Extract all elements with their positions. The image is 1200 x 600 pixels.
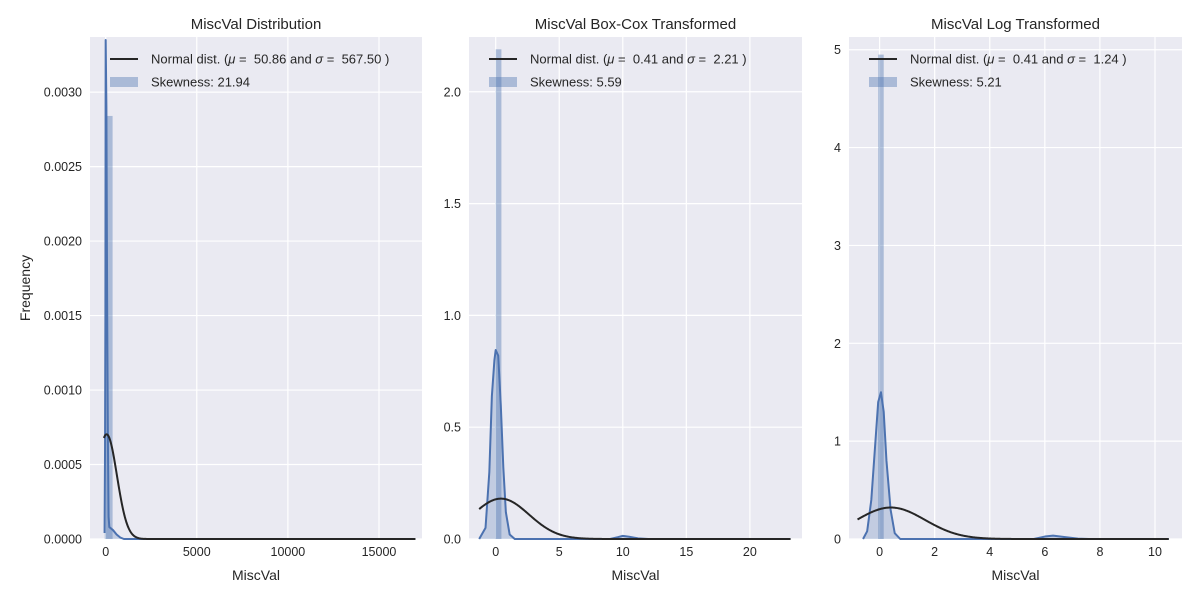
- x-tick-label: 6: [1041, 545, 1048, 559]
- y-tick-label: 0.0020: [44, 235, 82, 249]
- x-tick-label: 5000: [183, 545, 211, 559]
- chart-title: MiscVal Log Transformed: [931, 16, 1100, 33]
- x-tick-label: 8: [1096, 545, 1103, 559]
- y-tick-label: 0.0030: [44, 86, 82, 100]
- y-tick-label: 2: [834, 337, 841, 351]
- legend-skewness-swatch: [869, 77, 897, 87]
- x-tick-label: 10: [1148, 545, 1162, 559]
- x-tick-label: 5: [556, 545, 563, 559]
- x-axis-label: MiscVal: [992, 567, 1040, 583]
- x-tick-label: 15000: [362, 545, 397, 559]
- legend-mu-symbol: μ: [606, 52, 614, 67]
- y-tick-label: 0: [834, 533, 841, 547]
- legend-skewness-label: Skewness: 5.21: [910, 75, 1002, 90]
- legend-normal-prefix: Normal dist. (: [910, 52, 988, 67]
- legend-skewness-label: Skewness: 21.94: [151, 75, 250, 90]
- y-axis-label: Frequency: [17, 255, 33, 321]
- x-tick-label: 0: [492, 545, 499, 559]
- legend-mu-text: = 0.41 and: [994, 52, 1067, 67]
- y-tick-label: 4: [834, 141, 841, 155]
- legend-mu-text: = 0.41 and: [614, 52, 687, 67]
- axes-background: [849, 37, 1182, 539]
- y-tick-label: 5: [834, 43, 841, 57]
- y-tick-label: 0.0: [444, 533, 461, 547]
- y-tick-label: 0.0000: [44, 533, 82, 547]
- legend-normal-label: Normal dist. (μ = 0.41 and σ = 1.24 ): [910, 52, 1127, 67]
- x-tick-label: 0: [876, 545, 883, 559]
- legend-sigma-text: = 1.24 ): [1075, 52, 1127, 67]
- legend-skewness-label: Skewness: 5.59: [530, 75, 622, 90]
- x-tick-label: 20: [743, 545, 757, 559]
- legend-sigma-text: = 2.21 ): [695, 52, 747, 67]
- chart-panel-1: 0 5000 10000 15000 0.0000 0.0005 0.0010 0.0015 0…: [17, 16, 422, 583]
- chart-title: MiscVal Distribution: [191, 16, 322, 33]
- axes-background: [469, 37, 802, 539]
- y-tick-label: 0.0010: [44, 384, 82, 398]
- legend-sigma-text: = 567.50 ): [323, 52, 389, 67]
- legend-mu-text: = 50.86 and: [235, 52, 315, 67]
- legend-normal-prefix: Normal dist. (: [151, 52, 229, 67]
- legend-mu-symbol: μ: [986, 52, 994, 67]
- y-tick-label: 2.0: [444, 85, 461, 99]
- x-tick-label: 4: [986, 545, 993, 559]
- x-tick-label: 10000: [271, 545, 306, 559]
- legend-mu-symbol: μ: [227, 52, 235, 67]
- legend-normal-prefix: Normal dist. (: [530, 52, 608, 67]
- legend-skewness-swatch: [489, 77, 517, 87]
- chart-panel-2: 0 5 10 15 20 0.0 0.5 1.0 1.5 2.0 MiscVal Box-Cox T…: [444, 16, 802, 583]
- y-tick-label: 0.0015: [44, 309, 82, 323]
- y-tick-label: 0.0025: [44, 160, 82, 174]
- x-axis-label: MiscVal: [612, 567, 660, 583]
- legend-skewness-swatch: [110, 77, 138, 87]
- y-tick-label: 0.0005: [44, 458, 82, 472]
- chart-title: MiscVal Box-Cox Transformed: [535, 16, 736, 33]
- y-tick-label: 1.0: [444, 309, 461, 323]
- x-tick-label: 0: [102, 545, 109, 559]
- chart-panel-3: 0 2 4 6 8 10 0 1 2 3 4 5 MiscVal Log Transformed Misc…: [834, 16, 1182, 583]
- x-axis-label: MiscVal: [232, 567, 280, 583]
- y-tick-label: 0.5: [444, 421, 461, 435]
- x-tick-label: 10: [616, 545, 630, 559]
- y-tick-label: 1.5: [444, 197, 461, 211]
- legend-normal-label: Normal dist. (μ = 0.41 and σ = 2.21 ): [530, 52, 747, 67]
- legend-normal-label: Normal dist. (μ = 50.86 and σ = 567.50 ): [151, 52, 389, 67]
- x-tick-label: 2: [931, 545, 938, 559]
- y-tick-label: 1: [834, 435, 841, 449]
- y-tick-label: 3: [834, 239, 841, 253]
- x-tick-label: 15: [679, 545, 693, 559]
- axes-background: [90, 37, 422, 539]
